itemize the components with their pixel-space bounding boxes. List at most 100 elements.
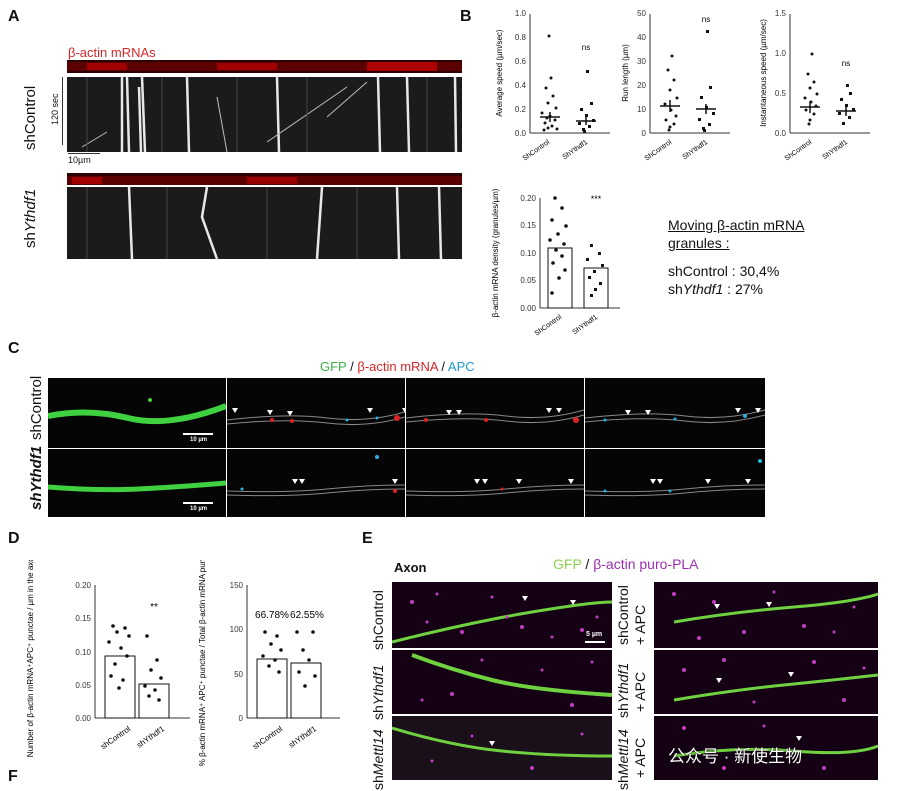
svg-text:ShYthdf1: ShYthdf1 [822,139,850,161]
e-img-mettl14-apc-content [673,724,878,770]
e-img-control-content [392,592,612,644]
e-img-ythdf1-apc-content [673,658,878,704]
c-gfp-ythdf1 [48,449,226,517]
svg-text:30: 30 [637,57,646,66]
c-apc-control [585,378,765,448]
svg-text:ShControl: ShControl [534,314,564,338]
svg-text:0.15: 0.15 [520,221,536,230]
svg-text:0.4: 0.4 [515,81,527,90]
c-merge-control-axon [227,408,405,426]
c-scalebar-1 [183,433,213,435]
panel-label-c: C [8,340,20,357]
e-row-label-3b: shMettl14 [615,729,631,790]
bar-density-ythdf1 [583,267,609,309]
svg-text:0.10: 0.10 [520,249,536,258]
e-img-control [392,582,612,648]
svg-text:150: 150 [230,581,244,590]
kymograph-control-lines [81,77,458,152]
svg-text:40: 40 [637,33,646,42]
svg-text:0.20: 0.20 [75,581,91,590]
svg-text:Average speed (µm/sec): Average speed (µm/sec) [495,29,504,117]
e-img-mettl14-content [392,726,612,770]
row-label-ythdf1-c: shYthdf1 [28,445,45,510]
rna-signal-ythdf1 [67,176,462,185]
e-img-ythdf1-content [411,653,612,707]
svg-text:0.15: 0.15 [75,614,91,623]
rna-label: β-actin mRNAs [68,45,156,60]
c-scalelabel-2: 10 µm [190,506,208,512]
svg-text:0.0: 0.0 [515,129,527,138]
panel-label-f: F [8,768,18,785]
svg-text:0.00: 0.00 [520,304,536,313]
svg-text:ns: ns [582,43,590,52]
e-row-label-1: shControl [370,590,386,650]
c-gfp-ythdf1-axon [48,480,226,493]
svg-text:1.5: 1.5 [775,9,787,18]
c-merge-ythdf1-axon [227,455,405,497]
summary-title-1: Moving β-actin mRNA [668,217,805,233]
e-apc-label-3: + APC [632,737,648,778]
svg-text:Instantaneous speed (µm/sec): Instantaneous speed (µm/sec) [759,19,768,127]
bar-percent-ythdf1 [290,662,322,719]
svg-text:50: 50 [234,670,243,679]
c-gfp-control-axon [48,398,226,425]
rna-bar-ythdf1 [67,173,462,185]
density-points [548,196,604,297]
c-apc-ythdf1 [585,449,765,517]
e-scalebar [585,641,605,643]
svg-text:shYthdf1: shYthdf1 [135,724,166,750]
svg-text:66.78%: 66.78% [255,610,289,621]
e-apc-label-2: + APC [632,671,648,712]
chart-punctae-per-um: Number of β-actin mRNA⁺APC⁺ punctae / µm… [26,560,190,757]
chart-percent-punctae: % β-actin mRNA⁺ APC⁺ punctae / Total β-a… [198,560,340,766]
scale-label-a: 10µm [68,155,91,165]
e-img-control-apc [654,582,878,648]
svg-text:1.0: 1.0 [515,9,527,18]
svg-text:***: *** [591,194,602,204]
svg-text:0.05: 0.05 [75,681,91,690]
e-img-ythdf1 [392,650,612,714]
svg-text:0.10: 0.10 [75,648,91,657]
c-merge-ythdf1 [227,449,405,517]
svg-text:ShYthdf1: ShYthdf1 [572,314,600,336]
svg-text:0: 0 [642,129,647,138]
svg-text:ns: ns [702,15,710,24]
panel-d-charts: Number of β-actin mRNA⁺APC⁺ punctae / µm… [26,560,340,766]
e-row-label-3: shMettl14 [370,729,386,790]
e-img-mettl14 [392,716,612,780]
c-rna-control-axon [406,408,584,424]
svg-text:ShYthdf1: ShYthdf1 [562,139,590,161]
rna-bar-control [67,60,462,73]
c-rna-control [406,378,584,448]
panel-label-e: E [362,530,373,547]
panel-label-a: A [8,8,20,25]
run-length-points [663,30,715,132]
svg-text:0.20: 0.20 [520,194,536,203]
svg-text:β-actin mRNA density (granules: β-actin mRNA density (granules/µm) [491,188,500,317]
e-scalelabel: 5 µm [586,631,603,638]
e-row-label-2: shYthdf1 [370,664,386,720]
svg-text:shControl: shControl [251,724,284,751]
svg-text:0: 0 [239,714,244,723]
svg-text:0.2: 0.2 [515,105,527,114]
chart-instantaneous-speed: 0.0 0.5 1.0 1.5 Instantaneous speed (µm/… [759,9,870,162]
e-row-label-1b: shControl [615,585,631,645]
e-img-control-apc-content [672,590,878,640]
svg-text:0.5: 0.5 [775,89,787,98]
e-img-ythdf1-apc [654,650,878,714]
svg-text:Number of β-actin mRNA⁺APC⁺ pu: Number of β-actin mRNA⁺APC⁺ punctae / µm… [26,560,35,757]
kymograph-control [67,77,462,152]
svg-text:100: 100 [230,625,244,634]
bar-punctae-control [104,655,136,719]
time-label: 120 sec [50,93,60,125]
svg-text:0.05: 0.05 [520,276,536,285]
c-apc-control-axon [585,408,765,424]
kymograph-ythdf1-lines [86,187,443,259]
rna-signal-control [67,62,462,71]
svg-text:0.0: 0.0 [775,129,787,138]
c-rna-ythdf1 [406,449,584,517]
chart-average-speed: 0.0 0.2 0.4 0.6 0.8 1.0 Average speed (µ… [495,9,610,162]
inst-speed-points [803,52,855,126]
chart-mrna-density: 0.00 0.05 0.10 0.15 0.20 β-actin mRNA de… [491,188,620,337]
c-merge-control [227,378,405,448]
